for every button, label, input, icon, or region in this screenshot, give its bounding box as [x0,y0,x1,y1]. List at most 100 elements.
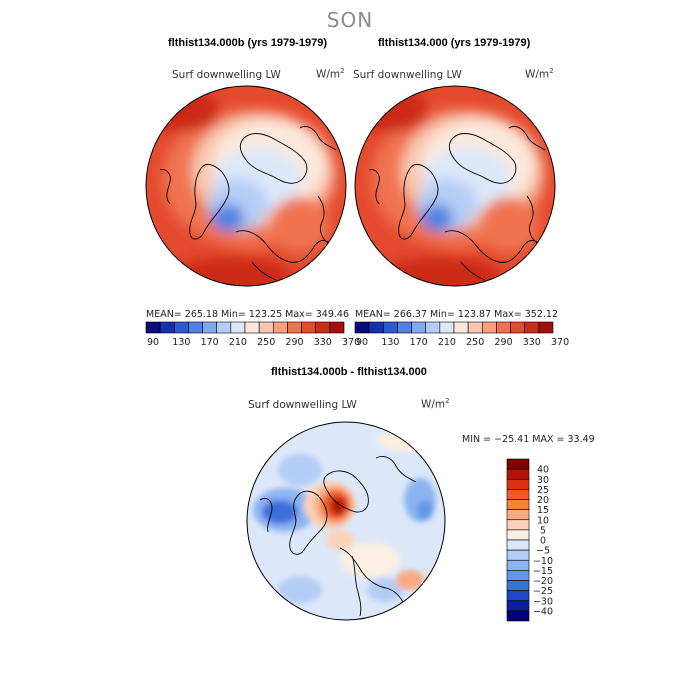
panel2-colorbar-tick-label: 330 [523,337,541,348]
panel1-colorbar: 90 130 170 210 250 290 330 370 [145,321,360,348]
diff-colorbar-tick-label: −40 [533,606,553,617]
panel1-colorbar-tick-label: 290 [285,337,303,348]
diff-minmax-text: MIN = −25.41 MAX = 33.49 [462,434,595,445]
diff-title: flthist134.000b - flthist134.000 [271,366,427,378]
panel2-map [355,86,555,286]
diff-coastlines [259,455,417,617]
panel1-stats: MEAN= 265.18 Min= 123.25 Max= 349.46 [146,309,350,320]
panel1-colorbar-box [216,321,232,334]
diff-colorbar-box [506,499,530,510]
panel1-title: flthist134.000b (yrs 1979-1979) [168,37,327,49]
diff-units-sup: 2 [445,397,450,405]
diff-colorbar-tick-label: −20 [533,576,553,587]
panel1-colorbar-box [159,321,175,334]
panel2-colorbar-box [453,321,469,334]
panel2-colorbar-box [439,321,455,334]
panel2-colorbar-tick-label: 130 [381,337,399,348]
panel2-colorbar-box [382,321,398,334]
diff-map [247,422,445,620]
diff-colorbar-tick-label: −30 [533,596,553,607]
panel2-colorbar-box [524,321,540,334]
panel2-map-border [354,85,556,287]
season-title: SON [326,8,374,32]
panel1-colorbar-box [329,321,345,334]
panel2-colorbar-box [467,321,483,334]
diff-colorbar-tick-label: 30 [537,475,549,486]
panel2-colorbar-box [510,321,526,334]
panel1-coastlines [159,125,337,281]
panel1-map [146,86,346,286]
panel2-colorbar-box [397,321,412,334]
diff-colorbar-box [506,519,530,531]
panel1-colorbar-box [145,321,161,334]
panel1-colorbar-tick-label: 90 [147,337,159,348]
diff-colorbar-tick-label: 20 [537,495,549,506]
diff-colorbar-box [506,590,530,602]
panel2-colorbar-tick-label: 370 [551,337,569,348]
diff-colorbar-tick-label: 25 [537,485,549,496]
panel1-units-sup: 2 [340,67,345,75]
panel1-colorbar-box [272,321,288,334]
panel2-colorbar-tick-label: 90 [356,337,368,348]
panel2-units-sup: 2 [549,67,554,75]
diff-colorbar-tick-label: 0 [540,536,546,547]
panel1-colorbar-box [230,321,246,334]
panel1-map-border [145,85,347,287]
diff-colorbar-tick-label: 40 [537,465,549,476]
diff-colorbar-tick-label: −5 [536,546,550,557]
panel2-coastlines [368,125,546,281]
diff-colorbar-box [506,549,530,561]
diff-variable-label: Surf downwelling LW [248,399,357,411]
diff-colorbar-tick-label: 10 [537,515,549,526]
diff-colorbar-tick-label: −10 [533,556,553,567]
panel2-colorbar-box [425,321,441,334]
panel2-colorbar-box [538,321,554,334]
panel1-colorbar-box [188,321,203,334]
diff-units-text: W/m [421,398,446,411]
panel1-units-text: W/m [316,68,341,81]
panel1-colorbar-box [258,321,274,334]
panel2-title: flthist134.000 (yrs 1979-1979) [378,37,531,49]
diff-colorbar-box [506,468,530,480]
diff-colorbar-box [506,600,530,612]
panel1-field-shading [146,88,338,286]
panel2-colorbar-box [481,321,497,334]
panel2-colorbar-box [368,321,384,334]
diff-colorbar-box [506,509,530,521]
panel2-colorbar: 90 130 170 210 250 290 330 370 [354,321,569,348]
panel1-colorbar-box [287,321,302,334]
panel1-colorbar-box [202,321,218,334]
panel1-colorbar-tick-label: 170 [201,337,219,348]
panel2-colorbar-tick-label: 250 [466,337,484,348]
diff-colorbar-tick-label: −25 [533,586,553,597]
diff-colorbar-box [506,478,530,490]
panel1-colorbar-box [315,321,331,334]
panel2-colorbar-box [354,321,370,334]
panel1-colorbar-tick-label: 370 [342,337,360,348]
panel2-units-label: W/m2 [525,67,554,81]
diff-colorbar-box [506,458,530,470]
diff-colorbar-box [506,489,530,500]
panel2-variable-label: Surf downwelling LW [353,69,462,81]
diff-colorbar-box [506,610,530,622]
diff-units-label: W/m2 [421,397,450,411]
panel2-colorbar-box [411,321,427,334]
panel1-variable-label: Surf downwelling LW [172,69,281,81]
panel1-units-label: W/m2 [316,67,345,81]
diff-colorbar-box [506,580,530,591]
diff-colorbar-tick-label: −15 [533,566,553,577]
panel1-colorbar-box [301,321,317,334]
panel2-colorbar-tick-label: 170 [410,337,428,348]
panel2-colorbar-tick-label: 210 [438,337,456,348]
panel1-colorbar-box [244,321,260,334]
diff-colorbar-box [506,559,530,571]
panel1-colorbar-tick-label: 130 [172,337,190,348]
diff-colorbar-box [506,529,530,541]
panel1-colorbar-box [173,321,189,334]
diff-colorbar-box [506,570,530,581]
diff-colorbar-tick-label: 5 [540,525,546,536]
panel1-colorbar-tick-label: 330 [314,337,332,348]
diff-colorbar-box [506,539,530,551]
